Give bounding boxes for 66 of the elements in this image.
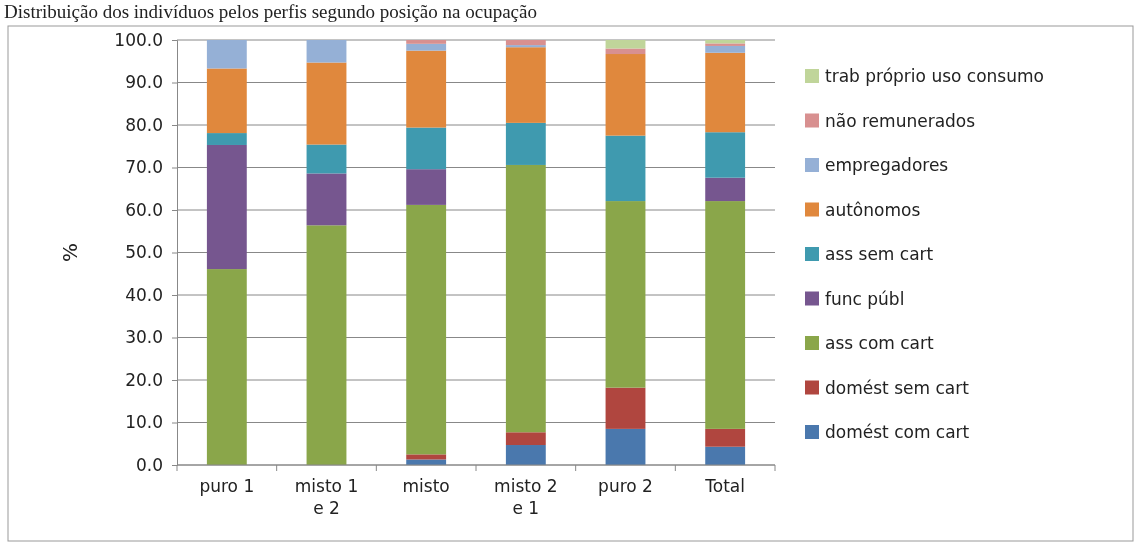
bar: [705, 201, 746, 429]
bar: [705, 52, 746, 133]
bar: [505, 45, 546, 48]
bar: [406, 454, 447, 460]
legend-label: trab próprio uso consumo: [825, 66, 1044, 86]
legend-label: domést sem cart: [825, 377, 970, 398]
bar: [605, 40, 646, 49]
bar: [306, 144, 347, 174]
bar: [505, 122, 546, 165]
chart-title: Distribuição dos indivíduos pelos perfis segundo posição na ocupação: [4, 1, 537, 22]
bar: [505, 40, 546, 46]
x-tick-label: Total: [704, 476, 746, 496]
y-tick-label: 0.0: [135, 454, 163, 475]
y-tick-label: 100.0: [114, 29, 163, 50]
bar: [705, 45, 746, 53]
legend-label: não remunerados: [825, 110, 976, 131]
bar: [206, 68, 247, 134]
bar: [406, 50, 447, 128]
bar: [206, 40, 247, 69]
bar: [206, 269, 247, 465]
x-tick-label: puro 1: [199, 476, 255, 496]
x-tick-label: misto: [402, 476, 450, 496]
bar: [306, 173, 347, 226]
bar: [705, 132, 746, 178]
y-tick-label: 60.0: [125, 199, 163, 220]
bar: [605, 135, 646, 202]
y-tick-label: 50.0: [125, 242, 163, 263]
bar: [306, 62, 347, 145]
y-tick-label: 40.0: [125, 284, 163, 305]
bar: [406, 40, 447, 44]
bar: [705, 446, 746, 465]
bar: [406, 459, 447, 465]
bar: [505, 164, 546, 433]
bar: [705, 177, 746, 202]
bar: [605, 428, 646, 465]
bar: [505, 432, 546, 446]
bar: [406, 127, 447, 170]
bar: [705, 428, 746, 447]
bar: [505, 47, 546, 123]
bar: [406, 43, 447, 51]
bar: [605, 54, 646, 136]
bar: [605, 201, 646, 388]
legend-label: empregadores: [825, 155, 949, 175]
bar: [306, 40, 347, 63]
x-tick-label: puro 2: [598, 476, 653, 496]
y-axis-title: %: [58, 242, 82, 263]
bar: [505, 445, 546, 465]
legend-label: ass sem cart: [825, 244, 934, 264]
y-tick-label: 70.0: [125, 157, 163, 178]
legend-label: autônomos: [825, 199, 921, 220]
bar: [206, 133, 247, 145]
y-tick-label: 30.0: [125, 327, 163, 348]
legend-label: func públ: [825, 288, 905, 309]
y-tick-label: 20.0: [125, 369, 163, 390]
bar: [206, 144, 247, 270]
x-tick-label: misto 2 e 1: [494, 476, 558, 518]
bar: [406, 204, 447, 455]
y-tick-label: 90.0: [125, 72, 163, 93]
y-tick-label: 10.0: [125, 412, 163, 433]
legend-label: ass com cart: [825, 333, 934, 353]
x-tick-label: misto 1 e 2: [294, 476, 359, 518]
bar: [406, 169, 447, 205]
y-tick-label: 80.0: [125, 114, 163, 135]
legend-label: domést com cart: [825, 422, 970, 442]
bar: [306, 225, 347, 465]
bar: [605, 387, 646, 429]
